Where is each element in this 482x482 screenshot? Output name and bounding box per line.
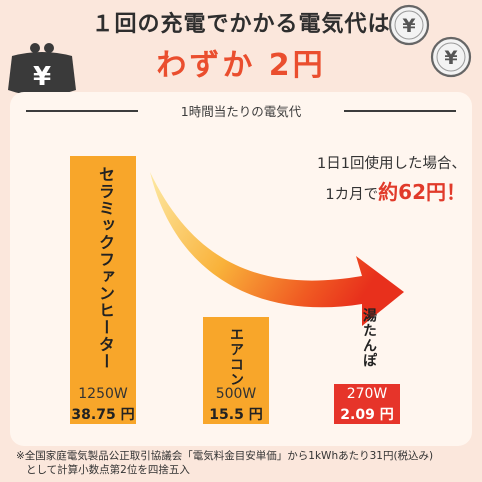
bar-category-label: エアコン — [228, 326, 244, 387]
footnote: ※全国家庭電気製品公正取引協議会「電気料金目安単価」から1kWhあたり31円(税… — [16, 449, 478, 477]
callout-line1: 1日1回使用した場合、 — [317, 156, 466, 172]
yen-coin-icon: ¥ — [388, 4, 430, 46]
chart-title: 1時間当たりの電気代 — [180, 104, 302, 119]
bar-value-label: 2.09 円 — [340, 407, 394, 423]
bar-watt-label: 270W — [346, 386, 388, 402]
callout-highlight: 約62円！ — [378, 180, 466, 204]
yen-coin-icon: ¥ — [430, 36, 472, 78]
bar-2 — [203, 316, 269, 424]
callout-line2: 1カ月で約62円！ — [230, 178, 466, 209]
headline-highlight: わずか 2円 — [156, 48, 326, 83]
divider-right — [344, 110, 456, 112]
svg-text:¥: ¥ — [33, 62, 51, 92]
divider-left — [26, 110, 138, 112]
bar-value-label: 38.75 円 — [71, 407, 135, 423]
bar-1 — [70, 156, 136, 424]
svg-text:¥: ¥ — [402, 15, 415, 37]
callout-prefix: 1カ月で — [325, 187, 379, 203]
wallet-yen-icon: ¥ — [8, 43, 76, 96]
footnote-line1: ※全国家庭電気製品公正取引協議会「電気料金目安単価」から1kWhあたり31円(税… — [16, 450, 434, 462]
bar-watt-label: 1250W — [78, 386, 128, 402]
monthly-cost-callout: 1日1回使用した場合、 1カ月で約62円！ — [230, 150, 466, 209]
bar-3 — [334, 384, 400, 424]
bar-watt-label: 500W — [215, 386, 257, 402]
bar-value-label: 15.5 円 — [209, 407, 263, 423]
headline: １回の充電でかかる電気代は — [91, 12, 391, 37]
bar-category-label: 湯たんぽ — [361, 308, 377, 368]
footnote-line2: として計算小数点第2位を四捨五入 — [26, 464, 190, 476]
bar-category-label: セラミックファンヒーター — [96, 166, 115, 370]
svg-text:¥: ¥ — [444, 47, 457, 69]
